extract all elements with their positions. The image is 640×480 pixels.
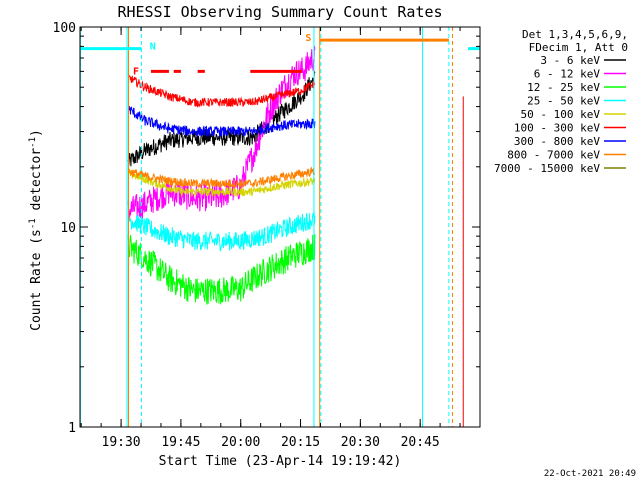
flag-label: S xyxy=(305,33,311,44)
series-line xyxy=(127,234,316,305)
legend: Det 1,3,4,5,6,9,FDecim 1, Att 03 - 6 keV… xyxy=(494,28,628,175)
legend-entry-label: 800 - 7000 keV xyxy=(507,149,600,162)
flag-label: N xyxy=(150,41,156,52)
y-tick-label: 100 xyxy=(53,21,76,36)
series-line xyxy=(127,166,315,190)
y-tick-label: 1 xyxy=(68,421,76,436)
legend-header: FDecim 1, Att 0 xyxy=(529,41,628,54)
series-line xyxy=(127,169,316,198)
x-tick-label: 20:45 xyxy=(401,435,440,450)
chart-title: RHESSI Observing Summary Count Rates xyxy=(117,3,442,21)
flag-label: F xyxy=(133,66,139,77)
y-axis-label: Count Rate (s-1 detector-1) xyxy=(28,129,44,331)
x-tick-label: 20:15 xyxy=(281,435,320,450)
x-tick-label: 19:30 xyxy=(102,435,141,450)
legend-entry-label: 100 - 300 keV xyxy=(514,122,600,135)
y-axis-label-end: ) xyxy=(29,129,44,137)
legend-entry-label: 12 - 25 keV xyxy=(527,81,600,94)
legend-entry-label: 3 - 6 keV xyxy=(540,54,600,67)
y-tick-label: 10 xyxy=(60,221,76,236)
x-tick-label: 20:00 xyxy=(221,435,260,450)
legend-entry-label: 50 - 100 keV xyxy=(521,108,601,121)
legend-entry-label: 300 - 800 keV xyxy=(514,135,600,148)
legend-entry-label: 6 - 12 keV xyxy=(534,68,601,81)
legend-entry-label: 7000 - 15000 keV xyxy=(494,162,600,175)
series-line xyxy=(127,73,316,108)
legend-entry-label: 25 - 50 keV xyxy=(527,95,600,108)
y-axis-label-sup1: -1 xyxy=(28,218,38,229)
series-line xyxy=(127,210,316,252)
series-line xyxy=(127,105,316,137)
x-tick-label: 20:30 xyxy=(341,435,380,450)
y-axis-label-mid: detector xyxy=(29,148,44,219)
y-axis-label-main: Count Rate (s xyxy=(29,229,44,331)
axis-ticks: 1 10 100 19:30 19:45 20:00 20:15 20:30 20:45 xyxy=(53,21,481,450)
y-axis-label-sup2: -1 xyxy=(28,137,38,148)
footer-date: 22-Oct-2021 20:49 xyxy=(544,469,636,479)
x-axis-label: Start Time (23-Apr-14 19:19:42) xyxy=(159,454,402,469)
x-tick-label: 19:45 xyxy=(161,435,200,450)
series-line xyxy=(127,45,316,221)
legend-header: Det 1,3,4,5,6,9, xyxy=(522,28,628,41)
